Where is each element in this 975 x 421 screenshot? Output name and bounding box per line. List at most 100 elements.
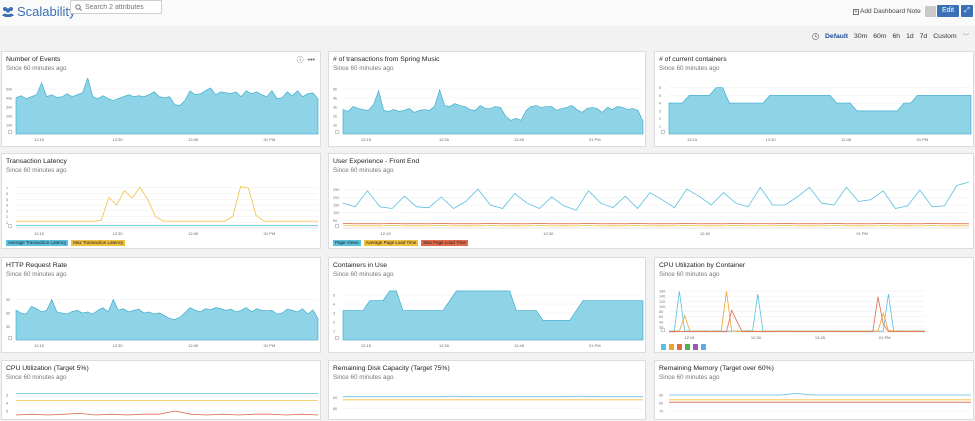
y-tick-label: 140 [659, 295, 665, 299]
y-tick-label: 1 [333, 330, 335, 334]
legend-swatch[interactable] [701, 344, 706, 350]
panel-title: HTTP Request Rate [6, 262, 67, 269]
x-tick-label: 12:15 [34, 343, 45, 348]
y-tick-label: 250 [333, 188, 339, 192]
legend-swatch[interactable] [677, 344, 682, 350]
plus-icon: + [853, 9, 859, 15]
chart-reset-icon [335, 336, 339, 340]
timeframe-7d[interactable]: 7d [920, 33, 928, 40]
legend-item: Average Transaction Latency [6, 240, 68, 246]
x-tick-label: 12:30 [439, 343, 450, 348]
series-line [16, 187, 318, 222]
series-area [669, 88, 971, 134]
timeframe-1d[interactable]: 1d [906, 33, 914, 40]
series-line [343, 182, 969, 210]
x-tick-label: 01 PM [264, 137, 276, 142]
x-tick-label: 12:15 [687, 137, 698, 142]
expand-icon[interactable]: ⤢ [961, 5, 973, 17]
y-tick-label: 20k [6, 115, 12, 119]
x-tick-label: 12:45 [514, 137, 525, 142]
y-tick-label: 3k [333, 106, 337, 110]
y-tick-label: 3 [6, 209, 8, 213]
timeframe-6h[interactable]: 6h [893, 33, 901, 40]
timeframe-custom[interactable]: Custom [933, 33, 956, 40]
y-tick-label: 5 [333, 294, 335, 298]
panel-subtitle: Since 60 minutes ago [6, 167, 67, 174]
panel-spring-music-transactions: # of transactions from Spring Music Sinc… [328, 51, 646, 147]
panel-subtitle: Since 60 minutes ago [333, 167, 394, 174]
panel-subtitle: Since 60 minutes ago [333, 271, 394, 278]
x-tick-label: 12:30 [113, 231, 124, 236]
search-input[interactable] [85, 4, 161, 11]
x-tick-label: 12:30 [751, 335, 762, 340]
timeframe-30m[interactable]: 30m [854, 33, 867, 40]
x-tick-label: 12:15 [381, 231, 392, 236]
chart-reset-icon [335, 224, 339, 228]
cpu-utilization-chart: 5 4 3 [4, 385, 320, 421]
chevron-down-icon[interactable]: ﹀ [963, 31, 970, 41]
y-tick-label: 30 [6, 325, 10, 329]
series-line [669, 297, 925, 332]
legend-swatch[interactable] [693, 344, 698, 350]
search-icon [75, 4, 82, 11]
y-tick-label: 90 [6, 298, 10, 302]
y-tick-label: 5k [333, 88, 337, 92]
x-tick-label: 12:15 [34, 231, 45, 236]
panel-title: Remaining Disk Capacity (Target 75%) [333, 365, 450, 372]
chart-reset-icon [8, 336, 12, 340]
y-tick-label: 60 [6, 312, 10, 316]
panel-title: CPU Utilization by Container [659, 262, 745, 269]
legend-swatch[interactable] [661, 344, 666, 350]
timeframe-default[interactable]: Default [825, 33, 848, 40]
y-tick-label: 80 [333, 407, 337, 411]
y-tick-label: 2 [6, 215, 8, 219]
y-tick-label: 50 [333, 219, 337, 223]
y-tick-label: 1 [6, 221, 8, 225]
panel-user-experience: User Experience - Front End Since 60 min… [328, 153, 974, 249]
y-tick-label: 150 [333, 204, 339, 208]
y-tick-label: 2 [659, 117, 661, 121]
more-icon[interactable]: ••• [308, 57, 315, 64]
dashboard-notes-icon[interactable] [925, 6, 936, 17]
x-tick-label: 01 PM [856, 231, 868, 236]
y-tick-label: 4 [333, 303, 335, 307]
panel-remaining-memory: Remaining Memory (Target over 60%) Since… [654, 360, 974, 420]
y-tick-label: 50k [6, 88, 12, 92]
panel-remaining-disk: Remaining Disk Capacity (Target 75%) Sin… [328, 360, 646, 420]
panel-subtitle: Since 60 minutes ago [6, 271, 67, 278]
info-icon[interactable]: ⓘ [297, 55, 304, 65]
timeframe-60m[interactable]: 60m [873, 33, 886, 40]
legend-swatch[interactable] [669, 344, 674, 350]
x-tick-label: 12:15 [361, 137, 372, 142]
y-tick-label: 3 [6, 394, 8, 398]
panel-subtitle: Since 60 minutes ago [333, 65, 394, 72]
edit-button[interactable]: Edit [937, 5, 959, 17]
panel-subtitle: Since 60 minutes ago [6, 374, 67, 381]
add-dashboard-note-button[interactable]: + Add Dashboard Note [853, 8, 921, 15]
y-tick-label: 70 [659, 410, 663, 414]
x-tick-label: 01 PM [264, 231, 276, 236]
legend-swatch[interactable] [685, 344, 690, 350]
y-tick-label: 4k [333, 97, 337, 101]
y-tick-label: 5 [6, 410, 8, 414]
y-tick-label: 4 [6, 402, 8, 406]
x-tick-label: 01 PM [264, 343, 276, 348]
panel-title: Containers in Use [333, 262, 387, 269]
panel-subtitle: Since 60 minutes ago [6, 65, 67, 72]
series-area [343, 90, 643, 134]
search-box[interactable] [70, 0, 162, 14]
panel-transaction-latency: Transaction Latency Since 60 minutes ago… [1, 153, 321, 249]
y-tick-label: 100 [333, 211, 339, 215]
y-tick-label: 120 [659, 300, 665, 304]
x-tick-label: 12:45 [841, 137, 852, 142]
x-tick-label: 12:45 [514, 343, 525, 348]
x-tick-label: 01 PM [589, 343, 601, 348]
clock-icon [812, 33, 819, 40]
panel-title: User Experience - Front End [333, 158, 419, 165]
y-tick-label: 60 [659, 315, 663, 319]
chart-reset-icon [661, 328, 665, 332]
y-tick-label: 200 [333, 196, 339, 200]
